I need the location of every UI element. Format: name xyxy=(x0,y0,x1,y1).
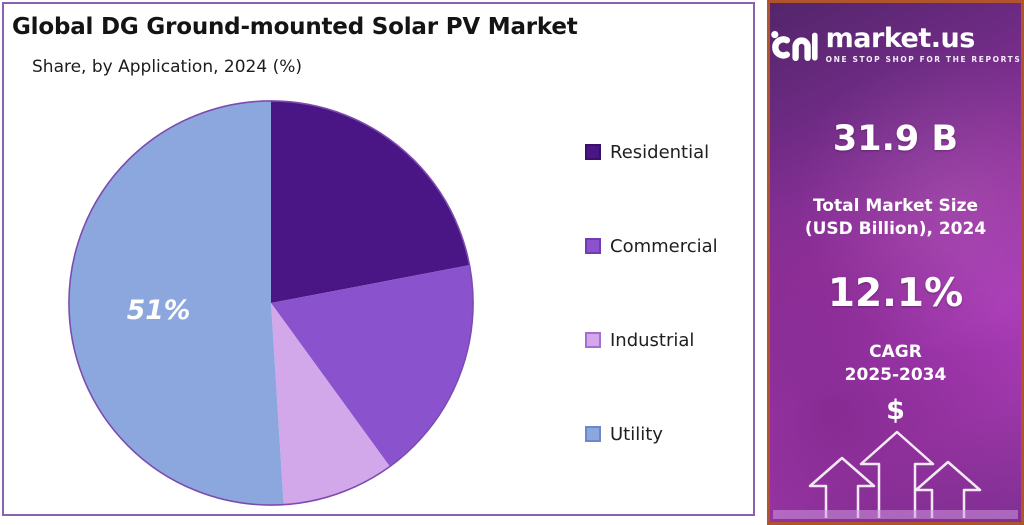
arrow-up-middle xyxy=(859,430,935,518)
cagr-label: CAGR 2025-2034 xyxy=(770,341,1021,387)
legend-item-industrial: Industrial xyxy=(585,328,718,352)
pie-chart: 51% xyxy=(68,100,474,506)
brand-text: market.us ONE STOP SHOP FOR THE REPORTS xyxy=(825,23,1022,64)
legend-item-utility: Utility xyxy=(585,422,718,446)
brand-logo: market.us ONE STOP SHOP FOR THE REPORTS xyxy=(770,25,1021,64)
legend-swatch-commercial xyxy=(585,238,601,254)
pie-slice-industrial xyxy=(271,303,390,505)
arrow-up-right xyxy=(914,460,982,518)
legend-swatch-industrial xyxy=(585,332,601,348)
pie-slice-label-utility: 51% xyxy=(127,295,191,326)
brand-tagline: ONE STOP SHOP FOR THE REPORTS xyxy=(825,55,1022,64)
pie-outline xyxy=(68,100,474,506)
legend-label-industrial: Industrial xyxy=(610,329,695,351)
legend-label-residential: Residential xyxy=(610,141,710,163)
chart-subtitle: Share, by Application, 2024 (%) xyxy=(32,57,302,77)
brand-sidebar: market.us ONE STOP SHOP FOR THE REPORTS … xyxy=(767,0,1024,525)
legend-item-residential: Residential xyxy=(585,140,718,164)
pie-slices xyxy=(68,100,474,506)
legend-label-utility: Utility xyxy=(610,423,663,445)
total-market-size-label-line2: (USD Billion), 2024 xyxy=(804,218,987,239)
pie-slice-commercial xyxy=(271,265,474,467)
market-us-logo-icon xyxy=(770,30,818,61)
pie-legend: Residential Commercial Industrial Utilit… xyxy=(585,140,718,446)
pie-slice-residential xyxy=(271,100,470,303)
sidebar-bottom-strip xyxy=(773,510,1018,519)
cagr-value: 12.1% xyxy=(827,271,964,316)
legend-item-commercial: Commercial xyxy=(585,234,718,258)
total-market-size-label: Total Market Size (USD Billion), 2024 xyxy=(770,195,1021,241)
brand-name: market.us xyxy=(825,23,976,54)
cagr-label-line2: 2025-2034 xyxy=(844,364,947,385)
legend-label-commercial: Commercial xyxy=(610,235,718,257)
chart-panel: Global DG Ground-mounted Solar PV Market… xyxy=(2,2,755,516)
chart-title: Global DG Ground-mounted Solar PV Market xyxy=(12,14,578,40)
legend-swatch-utility xyxy=(585,426,601,442)
pie-slice-utility xyxy=(68,100,284,506)
total-market-size-label-line1: Total Market Size xyxy=(812,196,979,216)
legend-swatch-residential xyxy=(585,144,601,160)
growth-arrows-icon xyxy=(808,430,982,518)
arrow-up-left xyxy=(808,456,876,518)
cagr-label-line1: CAGR xyxy=(869,342,922,362)
total-market-size-value: 31.9 B xyxy=(832,119,959,159)
dollar-sign: $ xyxy=(886,395,905,426)
